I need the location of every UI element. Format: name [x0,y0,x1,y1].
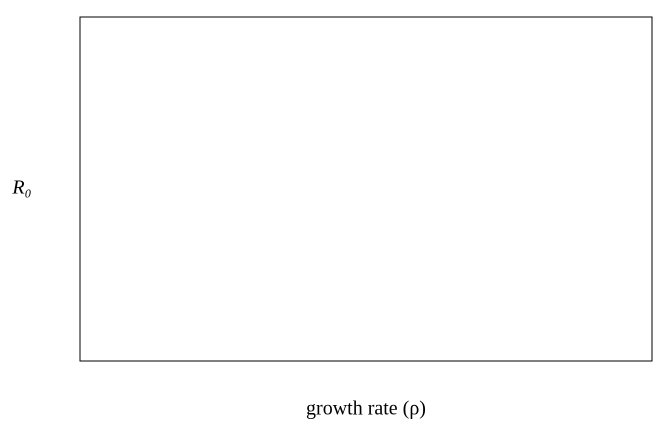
x-axis-label: growth rate (ρ) [306,398,426,420]
y-axis-label: R₀ [11,177,31,199]
axes-frame [79,16,653,362]
